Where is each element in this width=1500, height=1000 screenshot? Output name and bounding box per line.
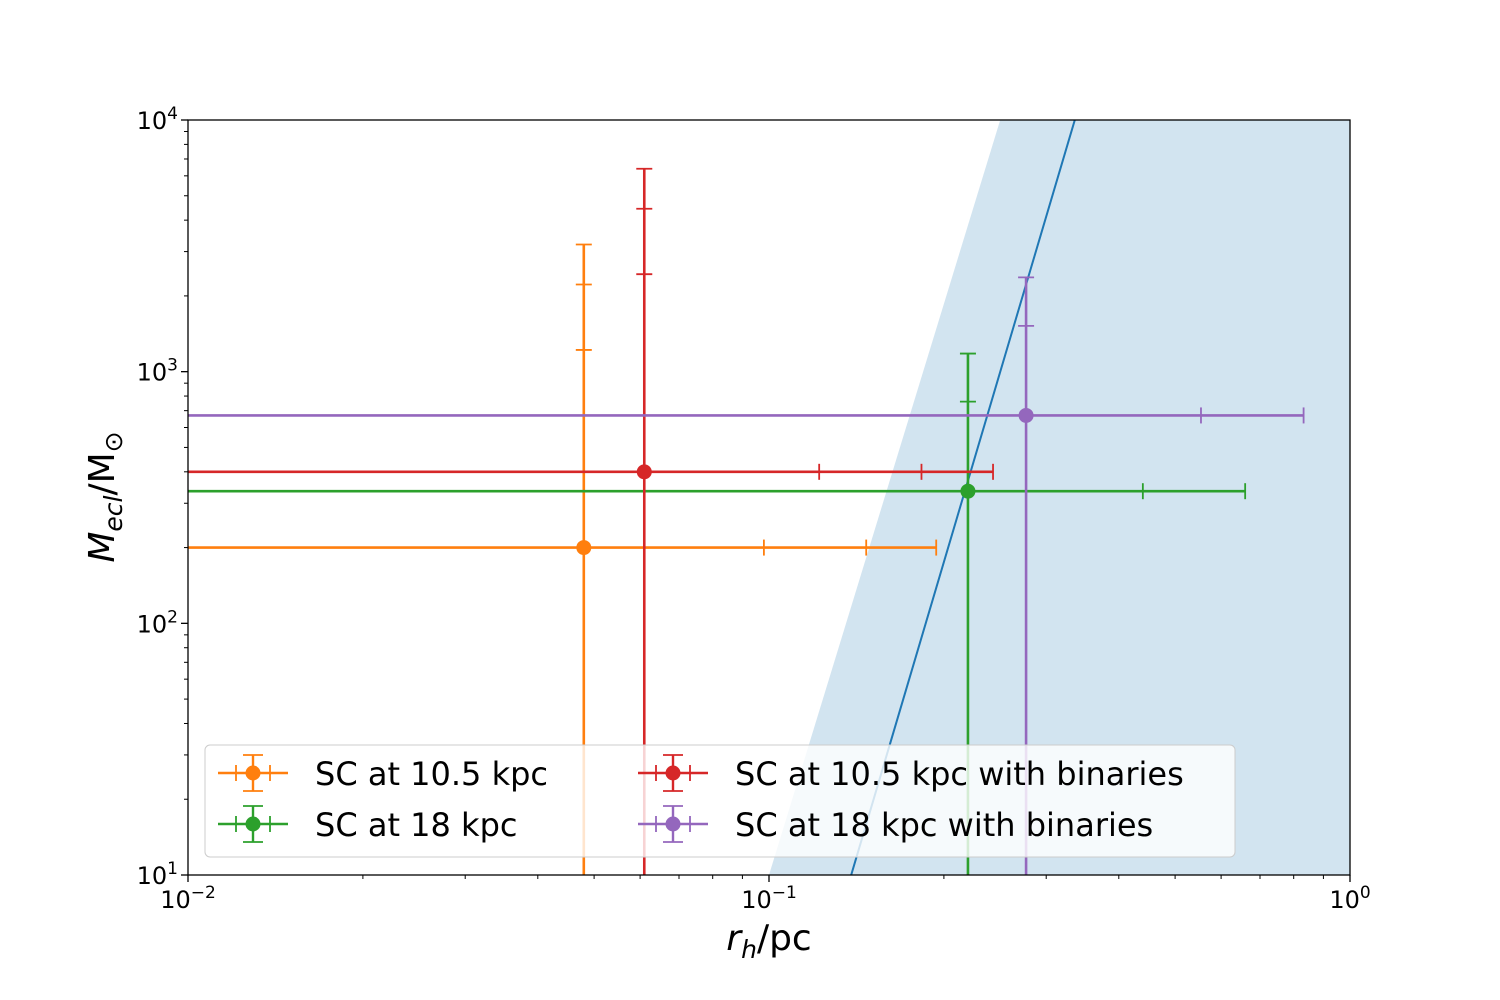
legend: SC at 10.5 kpc SC at 18 kpc SC at 10.5 k… bbox=[204, 744, 1236, 858]
data-point bbox=[1018, 407, 1034, 423]
legend-label-sc-18-kpc: SC at 18 kpc bbox=[315, 806, 517, 844]
legend-handle-marker bbox=[665, 816, 681, 832]
legend-handle-1 bbox=[218, 754, 288, 792]
legend-handle-4 bbox=[638, 805, 708, 843]
axis-ticks: 10−2 10−1 100 101 102 103 104 bbox=[137, 104, 1371, 914]
x-axis-label: rh/pc bbox=[726, 918, 811, 964]
data-point bbox=[636, 464, 652, 480]
legend-handle-marker bbox=[245, 765, 261, 781]
y-axis-label: Mecl/M⊙ bbox=[82, 431, 128, 562]
legend-label-sc-18-kpc-binaries: SC at 18 kpc with binaries bbox=[735, 806, 1153, 844]
legend-handle-2 bbox=[218, 805, 288, 843]
x-tick-label: 10−2 bbox=[160, 883, 216, 914]
y-tick-label: 102 bbox=[137, 607, 178, 638]
legend-label-sc-10-5-kpc: SC at 10.5 kpc bbox=[315, 755, 548, 793]
x-tick-label: 10−1 bbox=[741, 883, 797, 914]
legend-handle-3 bbox=[638, 754, 708, 792]
legend-handle-marker bbox=[665, 765, 681, 781]
shaded-region bbox=[769, 120, 1350, 875]
y-tick-label: 104 bbox=[137, 104, 178, 135]
legend-box bbox=[204, 744, 1236, 858]
legend-handles bbox=[218, 754, 708, 843]
y-tick-label: 101 bbox=[137, 859, 178, 890]
legend-handle-marker bbox=[245, 816, 261, 832]
data-point bbox=[576, 540, 592, 556]
y-tick-label: 103 bbox=[137, 356, 178, 387]
data-point bbox=[960, 483, 976, 499]
x-tick-label: 100 bbox=[1329, 883, 1370, 914]
legend-label-sc-10-5-kpc-binaries: SC at 10.5 kpc with binaries bbox=[735, 755, 1184, 793]
